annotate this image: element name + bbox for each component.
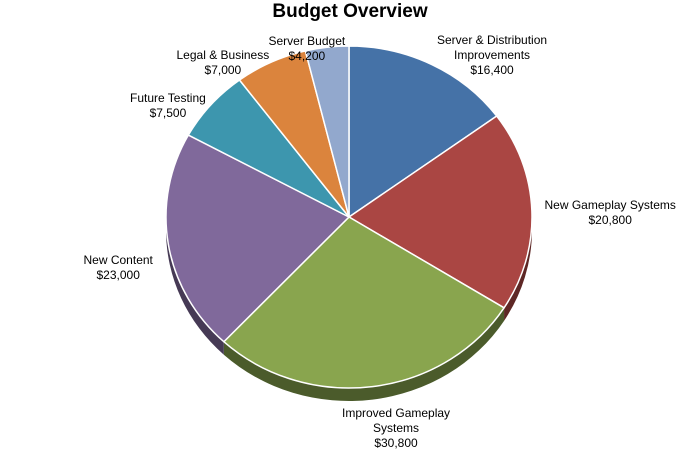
slice-label-name: New Content — [83, 253, 153, 267]
slice-label-name: Improvements — [454, 48, 531, 62]
slice-label-future-testing: Future Testing $7,500 — [130, 91, 206, 121]
chart-title: Budget Overview — [272, 1, 428, 22]
pie-slice-new-content[interactable] — [165, 134, 350, 343]
pie-side-new-content — [166, 217, 224, 355]
pie-slice-server-distribution-improvements[interactable] — [348, 45, 498, 218]
slice-label-name: Improved Gameplay — [342, 406, 451, 420]
slice-label-server-distribution-improvements: Server & Distribution Improvements $16,400 — [437, 33, 547, 78]
slice-label-server-budget: Server Budget $4,200 — [269, 34, 346, 64]
slice-label-improved-gameplay-systems: Improved Gameplay Systems $30,800 — [342, 406, 450, 451]
slice-label-new-content: New Content $23,000 — [84, 253, 153, 283]
pie-side-new-gameplay-systems — [504, 217, 532, 321]
slice-label-new-gameplay-systems: New Gameplay Systems $20,800 — [545, 198, 676, 228]
pie-side-improved-gameplay-systems — [223, 307, 505, 402]
slice-label-name: Legal & Business — [176, 48, 270, 62]
slice-label-value: $30,800 — [374, 436, 418, 450]
slice-label-name: Server & Distribution — [437, 33, 548, 47]
slice-label-value: $4,200 — [288, 49, 326, 63]
slice-label-value: $20,800 — [588, 213, 632, 227]
slice-label-value: $7,500 — [149, 106, 187, 120]
pie-slice-server-budget[interactable] — [304, 45, 350, 218]
slice-label-value: $23,000 — [96, 268, 140, 282]
slice-label-value: $7,000 — [204, 63, 242, 77]
slice-label-value: $16,400 — [470, 63, 514, 77]
pie-slice-improved-gameplay-systems[interactable] — [223, 216, 505, 389]
slice-label-legal-business: Legal & Business $7,000 — [177, 48, 270, 78]
slice-label-name: Future Testing — [130, 91, 206, 105]
pie-slice-new-gameplay-systems[interactable] — [348, 115, 533, 309]
slice-label-name: Server Budget — [268, 34, 346, 48]
slice-label-name: New Gameplay Systems — [544, 198, 676, 212]
slice-label-name: Systems — [373, 421, 420, 435]
pie-depth — [166, 217, 532, 402]
